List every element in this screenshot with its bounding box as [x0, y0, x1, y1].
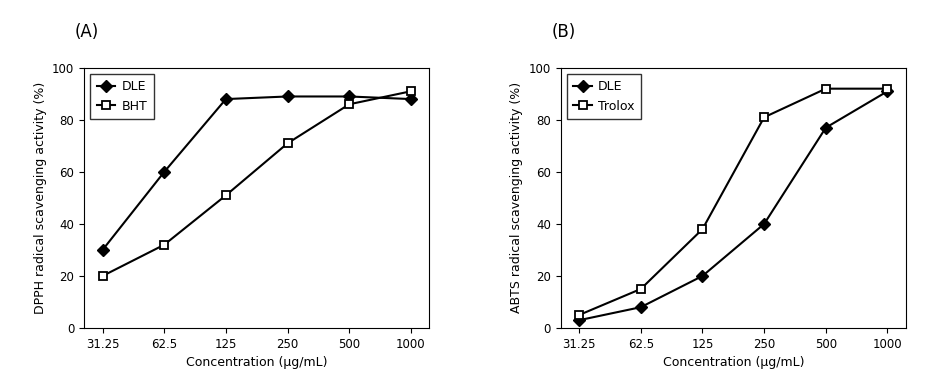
DLE	[282, 94, 293, 99]
Trolox	[635, 287, 646, 291]
Line: BHT: BHT	[98, 87, 415, 280]
DLE	[573, 318, 585, 322]
X-axis label: Concentration (μg/mL): Concentration (μg/mL)	[662, 356, 804, 369]
X-axis label: Concentration (μg/mL): Concentration (μg/mL)	[186, 356, 328, 369]
Text: (A): (A)	[75, 23, 99, 41]
Legend: DLE, BHT: DLE, BHT	[91, 74, 153, 119]
Text: (B): (B)	[551, 23, 575, 41]
Line: DLE: DLE	[575, 87, 892, 324]
DLE	[697, 274, 708, 278]
BHT	[159, 242, 170, 247]
DLE	[882, 89, 893, 93]
BHT	[282, 141, 293, 146]
DLE	[758, 222, 770, 226]
Trolox	[882, 86, 893, 91]
Y-axis label: ABTS radical scavenging activity (%): ABTS radical scavenging activity (%)	[510, 82, 523, 314]
Trolox	[573, 313, 585, 317]
BHT	[405, 89, 417, 93]
DLE	[220, 97, 232, 101]
DLE	[159, 170, 170, 174]
DLE	[635, 305, 646, 310]
Trolox	[697, 227, 708, 231]
DLE	[820, 126, 831, 130]
Legend: DLE, Trolox: DLE, Trolox	[567, 74, 641, 119]
BHT	[97, 274, 108, 278]
Y-axis label: DPPH radical scavenging activity (%): DPPH radical scavenging activity (%)	[34, 82, 47, 314]
Trolox	[758, 115, 770, 120]
BHT	[220, 193, 232, 198]
BHT	[344, 102, 355, 107]
DLE	[344, 94, 355, 99]
DLE	[97, 248, 108, 252]
Line: DLE: DLE	[98, 92, 415, 254]
Trolox	[820, 86, 831, 91]
DLE	[405, 97, 417, 101]
Line: Trolox: Trolox	[575, 84, 892, 319]
